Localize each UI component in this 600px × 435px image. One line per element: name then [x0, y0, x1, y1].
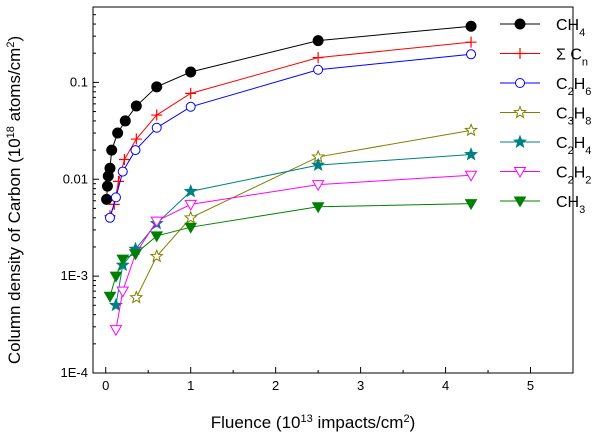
- data-point: [313, 64, 324, 75]
- data-point: [466, 49, 477, 60]
- legend-marker: [515, 78, 525, 88]
- data-point: [106, 144, 118, 156]
- data-point: [104, 212, 115, 223]
- data-point: [129, 249, 142, 261]
- data-point: [149, 248, 164, 263]
- data-point: [464, 170, 478, 182]
- data-point: [464, 199, 478, 211]
- plot-series: [101, 20, 479, 337]
- legend: CH4 Σ Cn C2H6 C3H8 C2H4 C2H2 CH3: [500, 17, 591, 216]
- series-line: [135, 129, 472, 298]
- x-axis-title: Fluence (1013 impacts/cm2): [211, 413, 416, 432]
- legend-marker: [512, 105, 528, 119]
- legend-label: C2H2: [556, 165, 591, 187]
- data-point: [184, 199, 198, 211]
- data-point: [109, 325, 123, 337]
- y-tick-label: 0.01: [63, 171, 88, 186]
- data-point: [183, 210, 198, 224]
- data-point: [130, 133, 142, 145]
- legend-entry: C2H4: [500, 134, 591, 157]
- data-point: [103, 291, 117, 303]
- x-axis: 0 1 2 3 4 5: [102, 367, 534, 393]
- data-point: [150, 216, 164, 228]
- legend-label: Σ Cn: [556, 47, 588, 69]
- data-point: [116, 254, 130, 266]
- series-4: [108, 147, 479, 312]
- data-point: [117, 166, 128, 177]
- data-point: [311, 180, 325, 192]
- data-point: [464, 122, 479, 137]
- legend-marker: [514, 18, 526, 30]
- data-point: [185, 87, 197, 99]
- series-line: [109, 53, 472, 218]
- y-tick-label: 1E-4: [61, 365, 88, 380]
- x-tick-label: 3: [357, 378, 364, 393]
- data-point: [312, 35, 324, 47]
- y-axis-title: Column density of Carbon (1018 atoms/cm2…: [5, 36, 24, 364]
- legend-label: CH3: [556, 194, 585, 216]
- legend-entry: CH4: [500, 17, 585, 39]
- data-point: [311, 202, 325, 214]
- data-point: [112, 127, 124, 139]
- y-axis: 1E-4 1E-3 0.01 0.1: [61, 14, 99, 380]
- data-point: [150, 231, 164, 243]
- data-point: [465, 36, 477, 48]
- data-point: [465, 20, 477, 32]
- data-point: [116, 286, 130, 298]
- data-point: [183, 183, 198, 198]
- legend-marker: [513, 167, 527, 178]
- series-5: [109, 170, 478, 337]
- data-point: [464, 147, 479, 161]
- x-tick-label: 4: [442, 378, 449, 393]
- series-0: [101, 20, 477, 205]
- legend-label: C2H6: [556, 76, 591, 98]
- series-line: [115, 154, 472, 306]
- legend-entry: CH3: [500, 194, 585, 216]
- legend-entry: C2H6: [500, 76, 591, 98]
- data-point: [129, 290, 144, 304]
- data-point: [109, 271, 123, 283]
- data-point: [130, 100, 142, 112]
- data-point: [151, 122, 162, 133]
- data-point: [101, 193, 113, 205]
- x-tick-label: 1: [187, 378, 194, 393]
- y-tick-label: 0.1: [70, 74, 88, 89]
- data-point: [184, 222, 198, 234]
- x-tick-label: 5: [527, 378, 534, 393]
- x-tick-label: 0: [102, 378, 109, 393]
- data-point: [151, 81, 163, 93]
- legend-marker: [514, 48, 526, 59]
- legend-label: C3H8: [556, 106, 591, 128]
- legend-marker: [513, 196, 527, 208]
- data-point: [312, 52, 324, 64]
- data-point: [185, 101, 196, 112]
- data-point: [101, 180, 113, 192]
- series-line: [109, 41, 472, 216]
- legend-entry: C2H2: [500, 165, 591, 187]
- data-point: [311, 157, 326, 172]
- data-point: [104, 162, 116, 174]
- legend-marker: [512, 134, 528, 148]
- x-tick-label: 2: [272, 378, 279, 393]
- legend-label: CH4: [556, 17, 585, 39]
- legend-entry: C3H8: [500, 105, 591, 128]
- data-point: [118, 153, 130, 165]
- series-2: [104, 49, 477, 223]
- series-line: [106, 25, 472, 200]
- plot-frame: [92, 6, 574, 374]
- legend-entry: Σ Cn: [500, 47, 588, 69]
- data-point: [151, 109, 163, 121]
- data-point: [110, 192, 121, 203]
- data-point: [185, 66, 197, 78]
- data-point: [130, 145, 141, 156]
- legend-label: C2H4: [556, 135, 591, 157]
- series-6: [103, 199, 478, 303]
- data-point: [112, 175, 124, 187]
- series-line: [115, 174, 472, 330]
- y-tick-label: 1E-3: [61, 268, 88, 283]
- series-3: [129, 122, 479, 304]
- data-point: [119, 115, 131, 127]
